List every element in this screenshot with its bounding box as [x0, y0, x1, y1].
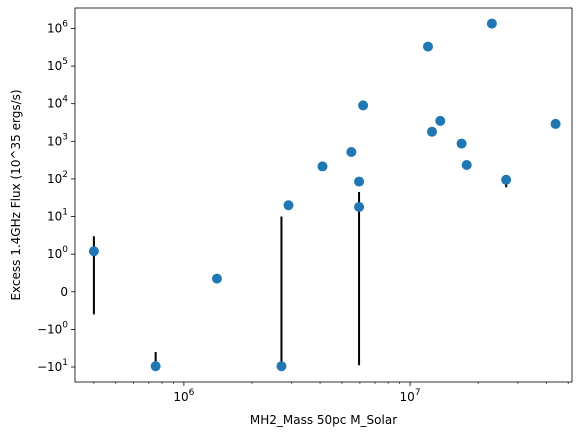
y-tick-label: 103 [47, 132, 68, 148]
data-point [211, 273, 222, 284]
data-point [550, 118, 561, 129]
data-point [426, 126, 437, 137]
data-point [317, 161, 328, 172]
y-tick-label: 104 [47, 95, 68, 111]
data-point [354, 201, 365, 212]
data-point [422, 41, 433, 52]
y-tick-label: −100 [37, 320, 68, 336]
data-point [456, 138, 467, 149]
y-axis-label: Excess 1.4GHz Flux (10^35 ergs/s) [9, 89, 23, 300]
axes-frame [74, 7, 573, 383]
data-point [501, 174, 512, 185]
x-tick-label: 106 [173, 388, 194, 404]
x-axis-label: MH2_Mass 50pc M_Solar [250, 413, 397, 427]
axis-ticks: 106 107 106 105 104 103 102 101 100 0 −100 −101 [37, 19, 569, 404]
data-point [346, 147, 357, 158]
y-tick-label: 102 [47, 170, 68, 186]
y-tick-label: −101 [37, 358, 68, 374]
data-point [435, 115, 446, 126]
y-tick-label: 101 [47, 208, 68, 224]
data-point [283, 200, 294, 211]
y-tick-label: 100 [47, 245, 68, 261]
plot-area [88, 18, 561, 372]
data-point [354, 176, 365, 187]
data-point [486, 18, 497, 29]
data-point [150, 361, 161, 372]
data-point [276, 361, 287, 372]
data-point [358, 100, 369, 111]
x-tick-label: 107 [400, 388, 421, 404]
y-tick-label: 105 [47, 57, 68, 73]
y-tick-label: 106 [47, 19, 68, 35]
data-point [88, 246, 99, 257]
data-point [461, 159, 472, 170]
y-tick-label: 0 [60, 285, 68, 299]
